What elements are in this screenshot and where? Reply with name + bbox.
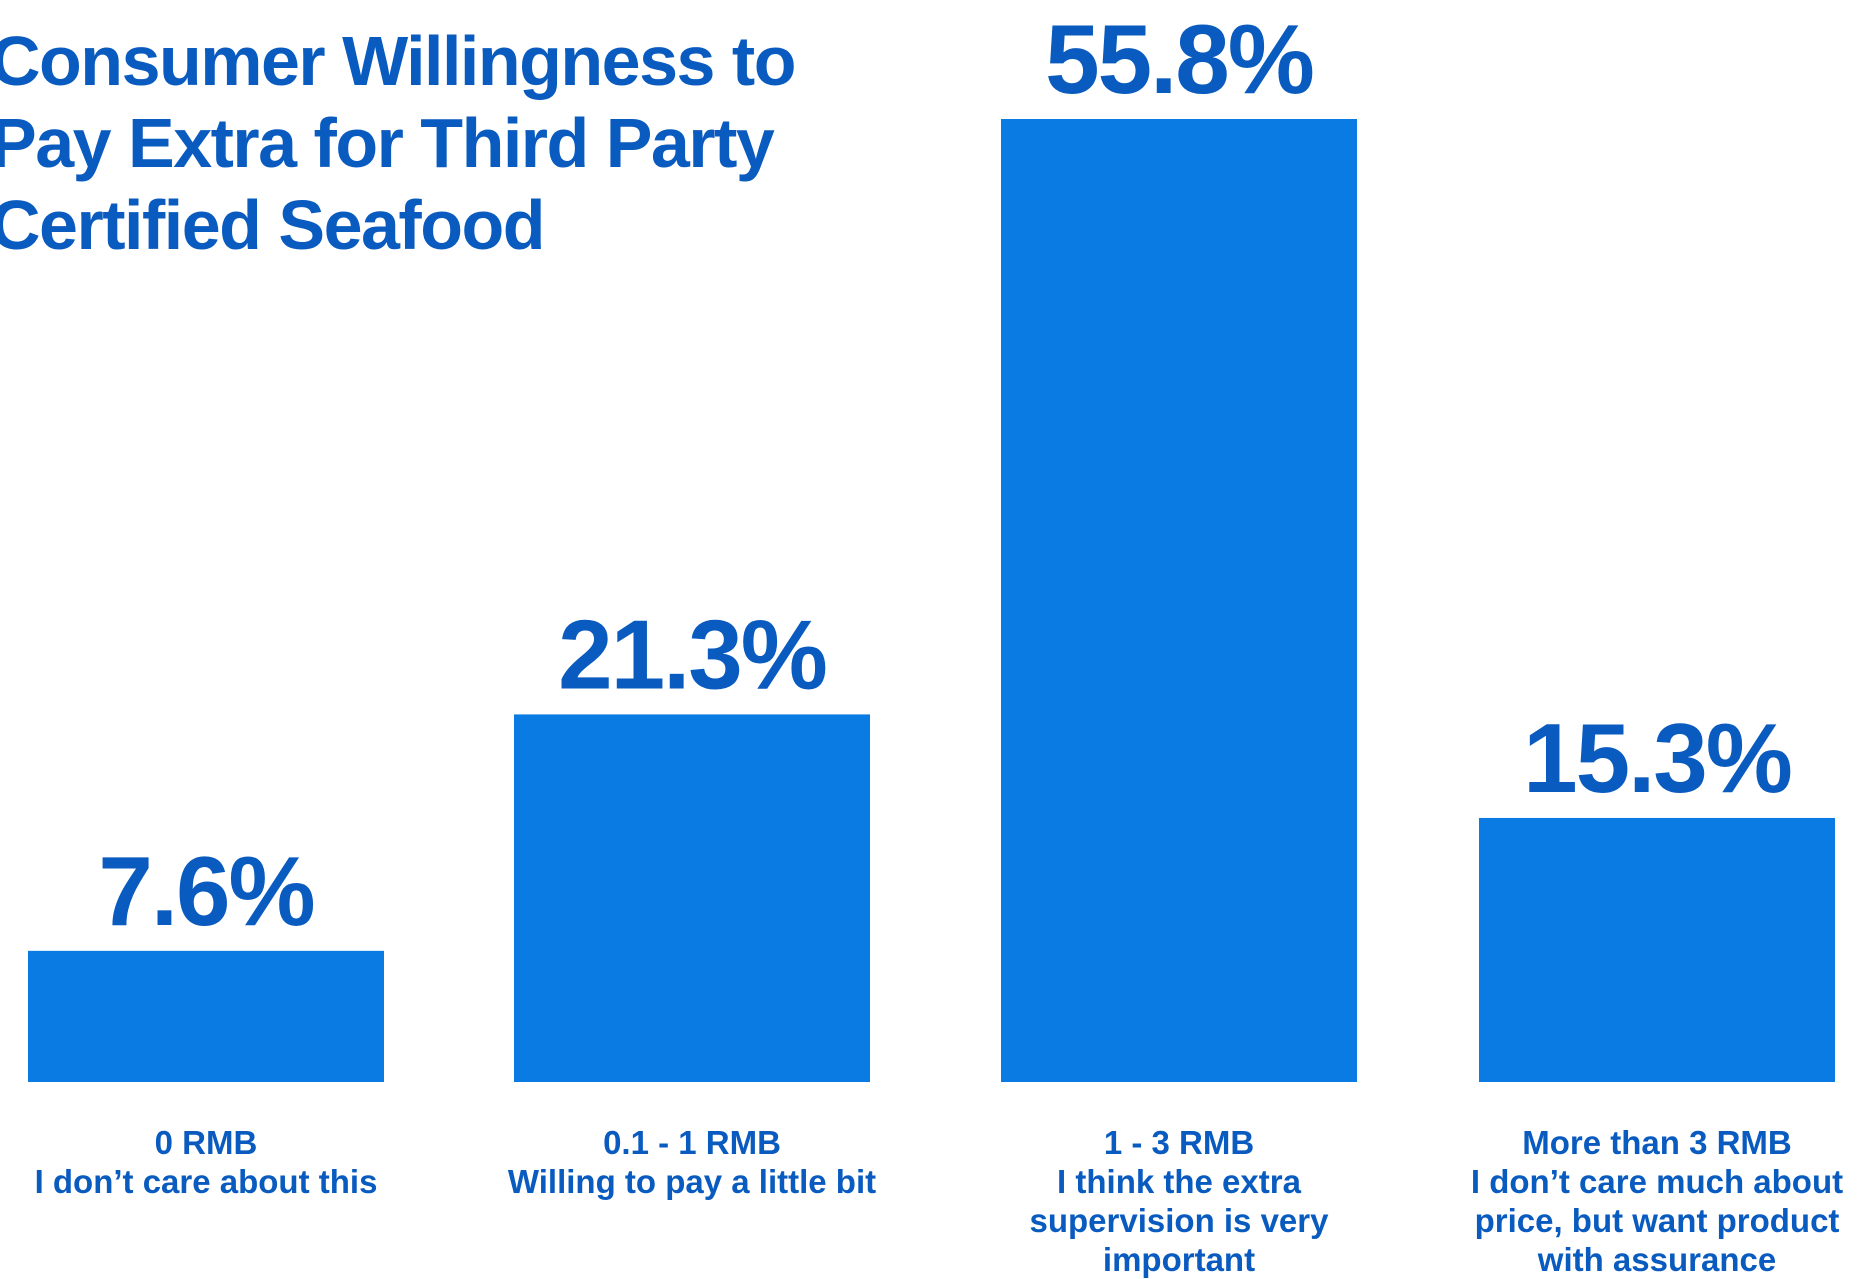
category-description-0: I don’t care about this xyxy=(34,1163,378,1200)
category-label-0: 0 RMB I don’t care about this xyxy=(0,1123,426,1201)
bar-1 xyxy=(514,714,870,1082)
bar-3 xyxy=(1479,817,1835,1082)
chart-title: Consumer Willingness to Pay Extra for Th… xyxy=(0,22,796,264)
category-range-3: More than 3 RMB xyxy=(1522,1124,1792,1161)
category-description-3: I don’t care much about price, but want … xyxy=(1470,1163,1844,1278)
value-label-2: 55.8% xyxy=(1045,4,1313,114)
category-range-0: 0 RMB xyxy=(154,1124,258,1161)
category-description-1: Willing to pay a little bit xyxy=(507,1163,877,1200)
bar-2 xyxy=(1001,119,1357,1082)
value-label-1: 21.3% xyxy=(558,599,826,709)
value-label-0: 7.6% xyxy=(98,836,313,946)
category-range-1: 0.1 - 1 RMB xyxy=(603,1124,781,1161)
category-label-2: 1 - 3 RMB I think the extra supervision i… xyxy=(959,1123,1399,1279)
category-range-2: 1 - 3 RMB xyxy=(1103,1124,1255,1161)
value-label-3: 15.3% xyxy=(1523,703,1791,813)
bar-0 xyxy=(28,950,384,1082)
category-description-2: I think the extra supervision is very im… xyxy=(1029,1163,1329,1278)
category-label-1: 0.1 - 1 RMB Willing to pay a little bit xyxy=(472,1123,912,1201)
category-label-3: More than 3 RMB I don’t care much about p… xyxy=(1437,1123,1863,1279)
